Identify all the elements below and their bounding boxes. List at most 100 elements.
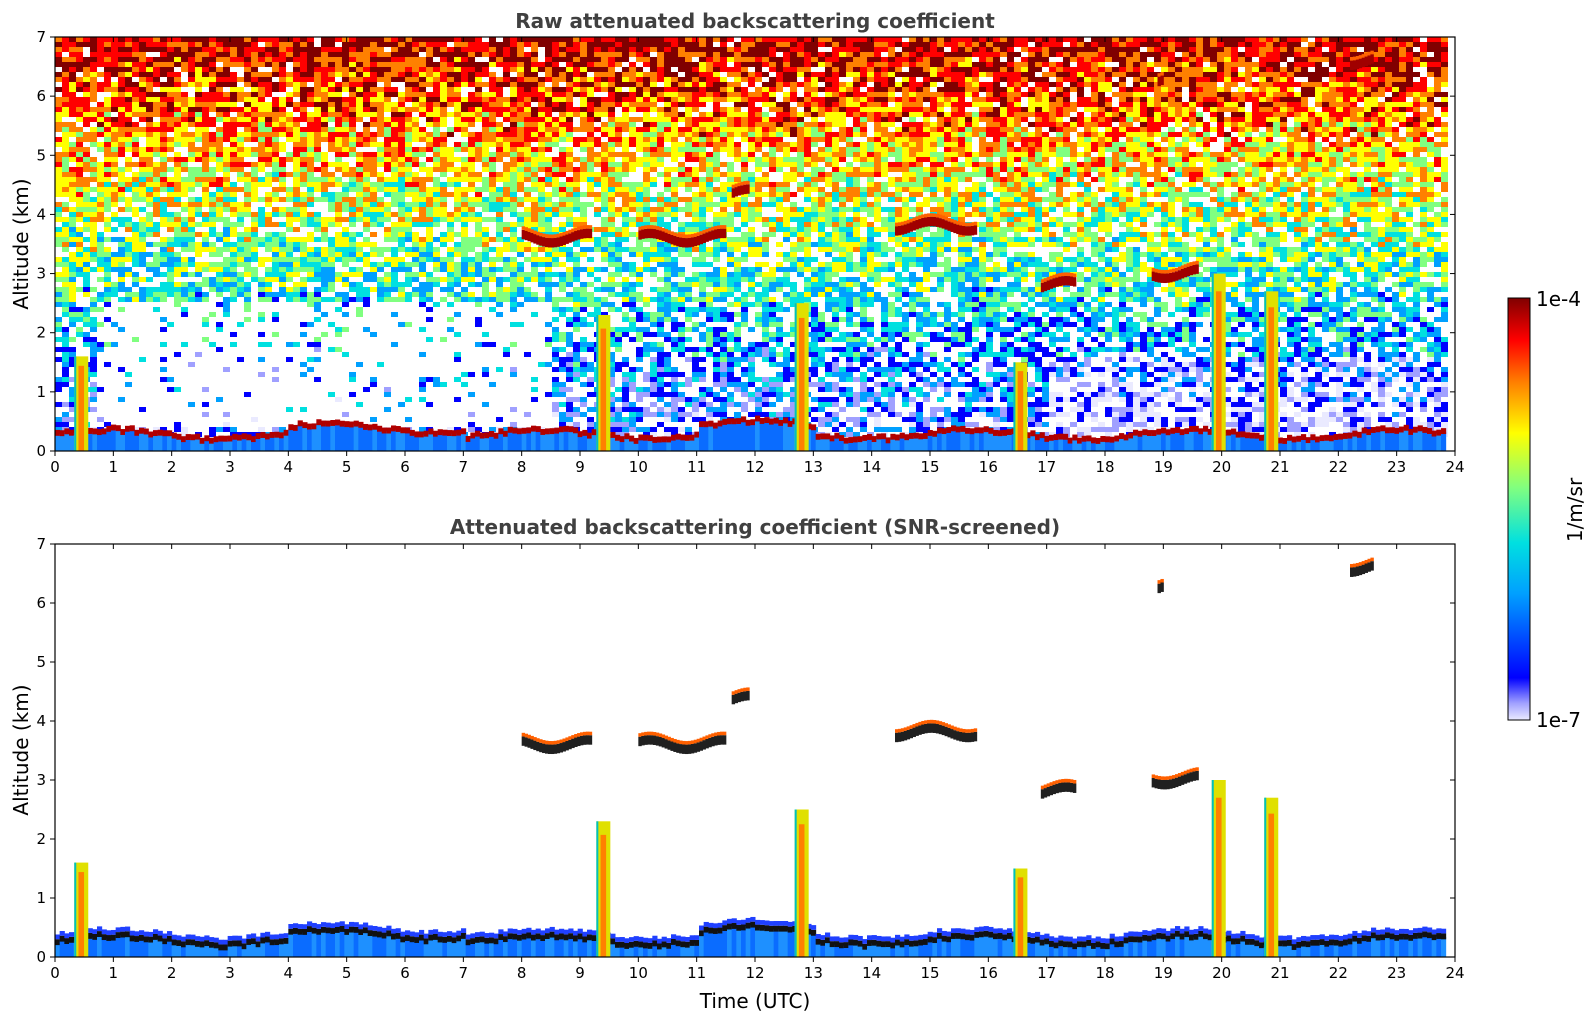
noise-cell <box>517 292 524 297</box>
noise-cell <box>545 62 552 67</box>
noise-cell <box>629 157 636 162</box>
noise-cell <box>300 162 307 167</box>
noise-cell <box>384 202 391 207</box>
noise-cell <box>209 37 216 42</box>
noise-cell <box>55 257 62 262</box>
noise-cell <box>538 157 545 162</box>
noise-cell <box>125 72 132 77</box>
noise-cell <box>370 287 377 292</box>
noise-cell <box>272 127 279 132</box>
noise-cell <box>104 137 111 142</box>
noise-cell <box>454 147 461 152</box>
noise-cell <box>503 97 510 102</box>
noise-cell <box>538 82 545 87</box>
noise-cell <box>209 342 216 347</box>
noise-cell <box>559 192 566 197</box>
noise-cell <box>482 242 489 247</box>
noise-cell <box>356 207 363 212</box>
noise-cell <box>426 277 433 282</box>
noise-cell <box>139 172 146 177</box>
noise-cell <box>601 167 608 172</box>
noise-cell <box>419 262 426 267</box>
noise-cell <box>188 222 195 227</box>
noise-cell <box>650 377 657 382</box>
noise-cell <box>321 312 328 317</box>
noise-cell <box>664 382 671 387</box>
noise-cell <box>545 117 552 122</box>
noise-cell <box>279 177 286 182</box>
noise-cell <box>139 87 146 92</box>
noise-cell <box>111 197 118 202</box>
noise-cell <box>244 67 251 72</box>
noise-cell <box>629 327 636 332</box>
noise-cell <box>363 82 370 87</box>
noise-cell <box>475 217 482 222</box>
noise-cell <box>181 202 188 207</box>
noise-cell <box>153 92 160 97</box>
noise-cell <box>377 142 384 147</box>
noise-cell <box>244 242 251 247</box>
noise-cell <box>671 307 678 312</box>
noise-cell <box>538 42 545 47</box>
noise-cell <box>643 187 650 192</box>
noise-cell <box>489 37 496 42</box>
noise-cell <box>132 297 139 302</box>
noise-cell <box>125 202 132 207</box>
noise-cell <box>335 237 342 242</box>
noise-cell <box>202 237 209 242</box>
noise-cell <box>265 57 272 62</box>
noise-cell <box>559 172 566 177</box>
noise-cell <box>608 77 615 82</box>
noise-cell <box>706 202 713 207</box>
noise-cell <box>174 112 181 117</box>
noise-cell <box>174 287 181 292</box>
noise-cell <box>692 182 699 187</box>
noise-cell <box>545 77 552 82</box>
noise-cell <box>160 377 167 382</box>
noise-cell <box>664 392 671 397</box>
noise-cell <box>503 77 510 82</box>
noise-cell <box>412 47 419 52</box>
noise-cell <box>55 302 62 307</box>
noise-cell <box>342 232 349 237</box>
noise-cell <box>265 72 272 77</box>
noise-cell <box>328 82 335 87</box>
noise-cell <box>307 257 314 262</box>
noise-cell <box>573 307 580 312</box>
noise-cell <box>321 277 328 282</box>
noise-cell <box>468 82 475 87</box>
noise-cell <box>286 272 293 277</box>
noise-cell <box>629 182 636 187</box>
noise-cell <box>111 107 118 112</box>
noise-cell <box>419 197 426 202</box>
noise-cell <box>307 192 314 197</box>
noise-cell <box>209 227 216 232</box>
noise-cell <box>188 147 195 152</box>
noise-cell <box>552 102 559 107</box>
noise-cell <box>244 47 251 52</box>
noise-cell <box>545 92 552 97</box>
noise-cell <box>580 322 587 327</box>
noise-cell <box>650 137 657 142</box>
noise-cell <box>76 307 83 312</box>
noise-cell <box>244 227 251 232</box>
noise-cell <box>146 72 153 77</box>
noise-cell <box>76 257 83 262</box>
noise-cell <box>461 267 468 272</box>
noise-cell <box>349 37 356 42</box>
noise-cell <box>307 187 314 192</box>
noise-cell <box>237 172 244 177</box>
noise-cell <box>174 42 181 47</box>
noise-cell <box>62 97 69 102</box>
noise-cell <box>265 162 272 167</box>
noise-cell <box>139 407 146 412</box>
noise-cell <box>167 242 174 247</box>
noise-cell <box>671 177 678 182</box>
noise-cell <box>363 227 370 232</box>
noise-cell <box>111 257 118 262</box>
noise-cell <box>636 357 643 362</box>
noise-cell <box>566 352 573 357</box>
noise-cell <box>244 287 251 292</box>
noise-cell <box>503 137 510 142</box>
noise-cell <box>671 417 678 422</box>
